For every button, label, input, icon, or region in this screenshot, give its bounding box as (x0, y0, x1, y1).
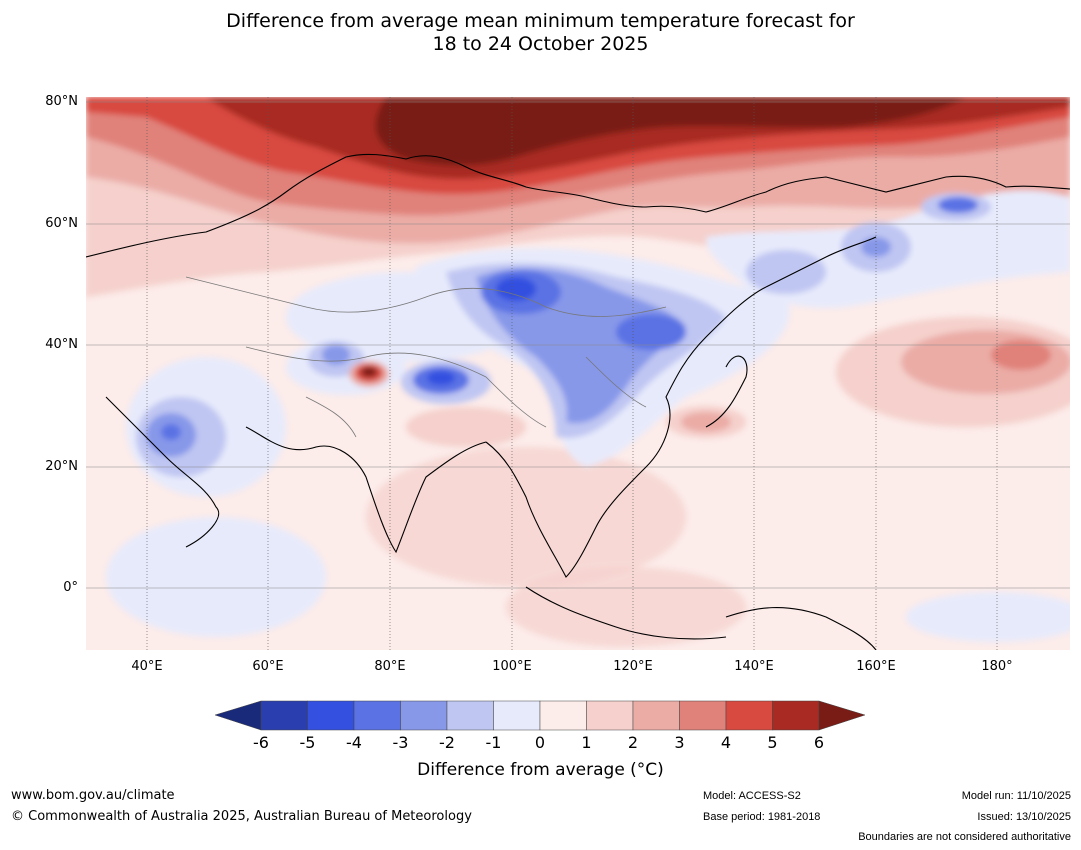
title-line-1: Difference from average mean minimum tem… (226, 10, 855, 32)
colorbar-extend-high (818, 700, 865, 731)
colorbar-tick: 1 (581, 733, 592, 752)
colorbar-cell-n5_n4 (307, 700, 355, 731)
colorbar-cell-0_1 (539, 700, 587, 731)
forecast-map (86, 97, 1070, 650)
issued-date: Issued: 13/10/2025 (977, 811, 1071, 823)
lat-label-80n: 80°N (45, 94, 78, 109)
colorbar-cell-4_5 (725, 700, 773, 731)
colorbar-extend-low (215, 700, 262, 731)
colorbar-tick: -3 (392, 733, 409, 752)
colorbar-tick: 5 (767, 733, 778, 752)
colorbar (215, 700, 865, 731)
website-link[interactable]: www.bom.gov.au/climate (11, 788, 175, 803)
lat-label-40n: 40°N (45, 337, 78, 352)
colorbar-cell-3_4 (679, 700, 727, 731)
colorbar-label: Difference from average (°C) (417, 760, 664, 780)
colorbar-tick: 6 (813, 733, 825, 752)
lon-label-120e: 120°E (613, 659, 653, 674)
boundary-disclaimer: Boundaries are not considered authoritat… (858, 831, 1071, 843)
lat-label-0: 0° (63, 580, 78, 595)
lat-label-60n: 60°N (45, 216, 78, 231)
colorbar-tick: -1 (485, 733, 502, 752)
lon-label-100e: 100°E (492, 659, 532, 674)
anomaly-field (86, 97, 1070, 647)
colorbar-cell-1_2 (586, 700, 634, 731)
colorbar-cell-5_6 (772, 700, 820, 731)
lon-label-160e: 160°E (856, 659, 896, 674)
colorbar-cell-n6_n5 (260, 700, 308, 731)
lon-label-180: 180° (981, 659, 1013, 674)
country-borders (185, 276, 667, 438)
colorbar-tick: -4 (346, 733, 362, 752)
colorbar-tick: 4 (720, 733, 732, 752)
chart-title: Difference from average mean minimum tem… (0, 10, 1081, 56)
colorbar-tick: -2 (439, 733, 455, 752)
colorbar-cell-2_3 (632, 700, 680, 731)
model-name: Model: ACCESS-S2 (703, 790, 801, 802)
colorbar-cell-n3_n2 (400, 700, 448, 731)
colorbar-tick: 0 (534, 733, 546, 752)
lon-label-40e: 40°E (131, 659, 163, 674)
colorbar-cell-n4_n3 (353, 700, 401, 731)
base-period: Base period: 1981-2018 (703, 811, 821, 823)
lat-label-20n: 20°N (45, 459, 78, 474)
lon-label-80e: 80°E (374, 659, 406, 674)
coastlines (86, 153, 1070, 650)
copyright-text: © Commonwealth of Australia 2025, Austra… (11, 809, 472, 824)
colorbar-tick: 3 (674, 733, 685, 752)
colorbar-cell-n2_n1 (446, 700, 494, 731)
lon-label-60e: 60°E (252, 659, 284, 674)
map-canvas (86, 97, 1070, 650)
colorbar-tick: 2 (627, 733, 639, 752)
latitude-lines (86, 101, 1070, 589)
colorbar-tick: -6 (253, 733, 269, 752)
colorbar-tick: -5 (299, 733, 316, 752)
model-run-date: Model run: 11/10/2025 (961, 790, 1071, 802)
colorbar-cell-n1_0 (493, 700, 541, 731)
title-line-2: 18 to 24 October 2025 (432, 33, 649, 55)
graticule (146, 97, 998, 650)
lon-label-140e: 140°E (734, 659, 774, 674)
